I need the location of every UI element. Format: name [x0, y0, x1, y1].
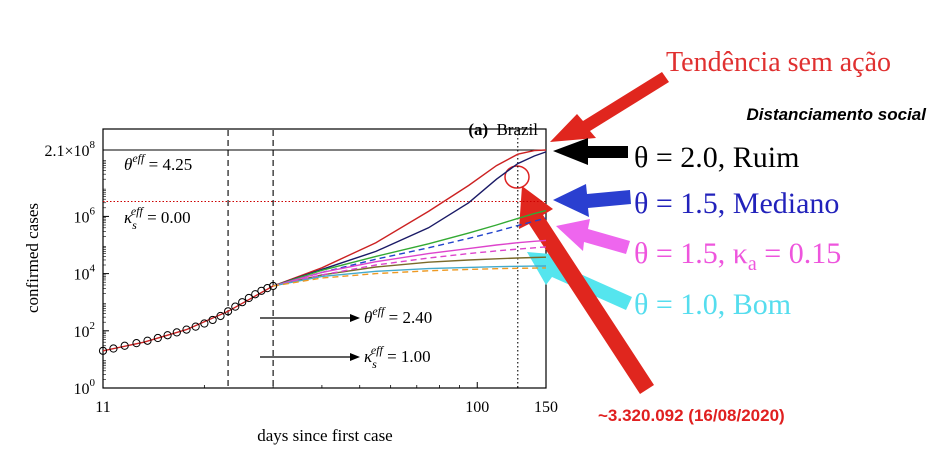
x-axis-label: days since first case — [257, 426, 392, 445]
scenario-3-main: θ = 1.5, κ — [634, 237, 748, 270]
red-arrow-bottom — [519, 186, 654, 394]
x-tick-label-0: 11 — [95, 399, 110, 416]
data-point-15 — [238, 298, 247, 307]
theta-top-sup: eff — [132, 151, 146, 165]
data-point-5 — [153, 333, 162, 343]
theta-top-symbol: θ — [124, 155, 132, 174]
data-point-11 — [208, 315, 217, 325]
data-point-17 — [251, 290, 260, 299]
panel-label: (a) Brazil — [468, 120, 538, 139]
red-arrow-top — [550, 72, 669, 142]
panel-letter: (a) — [468, 120, 488, 139]
data-point-1 — [109, 344, 118, 353]
x-tick-label-2: 150 — [534, 399, 558, 416]
callout-title: Tendência sem ação — [666, 47, 891, 78]
kappa-mid-sup: eff — [371, 343, 385, 357]
series-line-7 — [272, 265, 547, 287]
series-line-5 — [272, 239, 547, 287]
scenario-3-tail: = 0.15 — [757, 237, 841, 270]
kappa-top-value: = 0.00 — [143, 208, 191, 227]
y-tick-label-0: 100 — [74, 377, 96, 398]
kappa-top-sup: eff — [131, 204, 145, 218]
data-point-10 — [200, 319, 209, 328]
series-line-3 — [272, 217, 547, 287]
data-point-14 — [231, 302, 240, 311]
series-line-2 — [272, 209, 547, 287]
highlight-circle — [504, 165, 530, 189]
data-point-3 — [132, 339, 141, 348]
data-point-13 — [223, 307, 233, 316]
y-tick-label-4: 2.1×108 — [44, 139, 95, 160]
y-axis-label: confirmed cases — [23, 203, 42, 313]
kappa-mid-value: = 1.00 — [383, 347, 431, 366]
kappa-top-symbol: κ — [124, 208, 133, 227]
theta-mid-value: = 2.40 — [384, 308, 432, 327]
scenario-3-sub: a — [748, 253, 757, 275]
data-point-19 — [263, 284, 272, 293]
series-line-1 — [272, 151, 547, 287]
scenario-1-label: θ = 2.0, Ruim — [634, 141, 799, 174]
pink-arrow — [556, 219, 630, 254]
theta-top-value: = 4.25 — [144, 155, 192, 174]
kappa-top-annotation: κseff = 0.00 — [124, 204, 191, 232]
data-point-16 — [244, 293, 253, 303]
callout-subtitle: Distanciamento social — [746, 105, 927, 124]
data-point-0 — [98, 346, 108, 355]
panel-country: Brazil — [496, 120, 538, 139]
data-point-6 — [163, 331, 172, 340]
scenario-3-label: θ = 1.5, κa = 0.15 — [634, 237, 841, 275]
kappa-top-sub: s — [132, 218, 137, 232]
blue-arrow — [553, 184, 631, 217]
theta-mid-sup: eff — [372, 304, 386, 318]
kappa-mid-annotation: κseff = 1.00 — [364, 343, 431, 371]
data-point-20 — [269, 281, 278, 291]
series-line-4 — [272, 256, 547, 287]
y-tick-label-3: 106 — [74, 205, 96, 226]
data-point-2 — [120, 341, 129, 350]
theta-mid-annotation: θeff = 2.40 — [364, 304, 432, 327]
kappa-mid-sub: s — [372, 357, 377, 371]
theta-mid-symbol: θ — [364, 308, 372, 327]
data-point-4 — [143, 336, 152, 345]
black-arrow — [553, 138, 628, 165]
theta-top-annotation: θeff = 4.25 — [124, 151, 192, 174]
data-point-7 — [172, 328, 181, 337]
scenario-4-label: θ = 1.0, Bom — [634, 288, 791, 321]
kappa-mid-symbol: κ — [364, 347, 373, 366]
y-tick-label-1: 102 — [74, 320, 96, 341]
estimate-label: ~3.320.092 (16/08/2020) — [598, 406, 785, 425]
series-line-0 — [102, 149, 547, 352]
y-tick-label-2: 104 — [74, 263, 96, 284]
kappa-mid-arrowhead — [350, 353, 360, 361]
data-point-12 — [216, 311, 225, 321]
theta-mid-arrowhead — [350, 314, 360, 322]
data-point-9 — [191, 322, 200, 331]
data-point-8 — [182, 325, 191, 334]
x-tick-label-1: 100 — [465, 399, 489, 416]
scenario-2-label: θ = 1.5, Mediano — [634, 187, 839, 220]
